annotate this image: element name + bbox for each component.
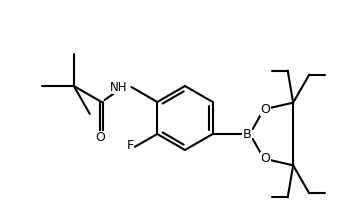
- Text: F: F: [126, 139, 133, 152]
- Text: NH: NH: [110, 80, 127, 94]
- Text: O: O: [260, 152, 270, 165]
- Text: O: O: [260, 103, 270, 116]
- Text: B: B: [243, 128, 251, 141]
- Text: O: O: [96, 131, 106, 144]
